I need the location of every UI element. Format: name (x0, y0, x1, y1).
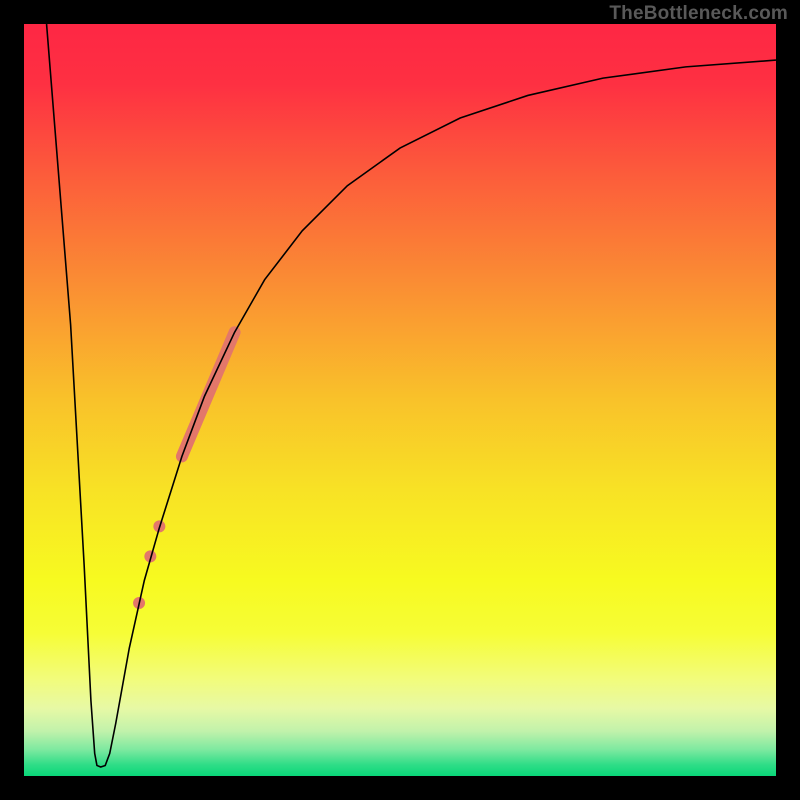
chart-svg (24, 24, 776, 776)
watermark-text: TheBottleneck.com (609, 3, 788, 25)
bottleneck-curve (47, 24, 776, 767)
chart-frame: TheBottleneck.com (0, 0, 800, 800)
plot-area (24, 24, 776, 776)
